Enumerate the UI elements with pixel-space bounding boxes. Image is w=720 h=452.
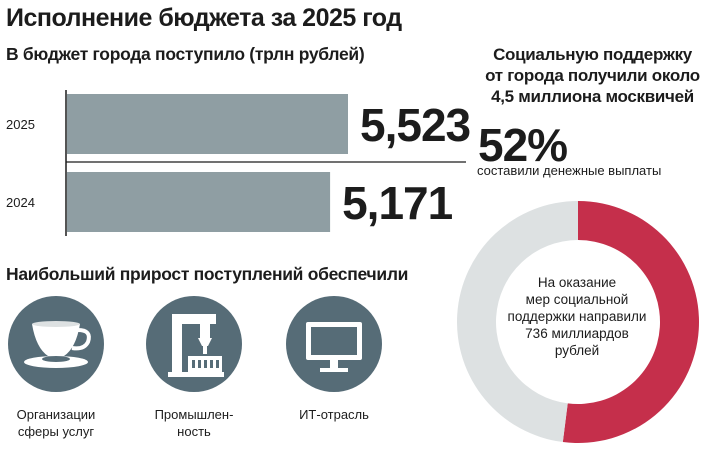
bar-value-label: 5,171: [342, 177, 453, 229]
industrial-machine-icon: [146, 296, 242, 392]
donut-slice-1: [456, 201, 578, 443]
donut-slice-0: [562, 201, 699, 443]
monitor-icon: [286, 296, 382, 392]
bar-value-label: 5,523: [360, 99, 470, 151]
bar-category-label: 2024: [6, 195, 35, 210]
revenue-subtitle: В бюджет города поступило (трлн рублей): [6, 44, 365, 64]
page-title: Исполнение бюджета за 2025 год: [6, 4, 402, 32]
support-percent-caption: составили денежные выплаты: [477, 163, 662, 178]
bar-2024: [67, 172, 331, 232]
bar-2025: [67, 94, 348, 154]
growth-label-services: Организации сферы услуг: [16, 407, 96, 439]
growth-item-services: [8, 296, 104, 392]
growth-item-industry: [146, 296, 242, 392]
growth-title: Наибольший прирост поступлений обеспечил…: [6, 264, 409, 284]
support-percent: 52%: [478, 119, 568, 171]
growth-item-it: [286, 296, 382, 392]
support-donut-chart: [452, 196, 704, 448]
growth-label-industry: Промышлен- ность: [154, 407, 234, 439]
donut-center-text: На оказание мер социальной поддержки нап…: [507, 275, 647, 358]
bar-category-label: 2025: [6, 117, 35, 132]
support-title: Социальную поддержку от города получили …: [485, 45, 700, 106]
teacup-icon: [8, 296, 104, 392]
revenue-bar-chart: 2025 5,523 2024 5,171: [0, 86, 480, 246]
growth-label-it: ИТ-отрасль: [299, 407, 369, 422]
